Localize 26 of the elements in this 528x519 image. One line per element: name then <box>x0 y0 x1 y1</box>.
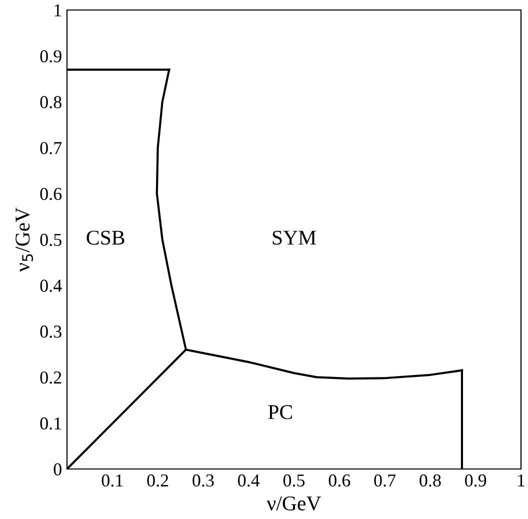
x-tick-label: 0.3 <box>192 474 214 487</box>
y-tick-label: 0.3 <box>40 326 62 338</box>
y-tick-label: 1 <box>54 4 62 16</box>
x-tick-label: 0.6 <box>328 474 350 487</box>
y-tick-label: 0.9 <box>40 50 62 62</box>
x-tick-label: 0.1 <box>102 474 123 487</box>
x-axis-title: ν/GeV <box>266 496 322 511</box>
annotation: PC <box>268 405 292 420</box>
x-tick-label: 0.5 <box>283 474 305 487</box>
y-axis-title: ν$_{5}$/GeV <box>16 208 34 272</box>
x-tick-label: 0.2 <box>147 474 168 487</box>
y-tick-label: 0.1 <box>40 417 62 430</box>
y-tick-label: 0.8 <box>40 96 62 108</box>
y-tick-label: 0.7 <box>40 142 62 154</box>
annotation: SYM <box>272 230 316 245</box>
x-tick-label: 0.8 <box>420 474 441 487</box>
y-tick-label: 0.6 <box>40 188 62 200</box>
y-tick-label: 0.5 <box>40 234 62 246</box>
x-tick-label: 1 <box>518 474 524 486</box>
annotation: CSB <box>86 230 124 245</box>
x-tick-label: 0.7 <box>374 474 396 487</box>
y-tick-label: 0 <box>54 463 62 476</box>
y-tick-label: 0.4 <box>40 280 62 292</box>
y-tick-label: 0.2 <box>40 371 62 384</box>
x-tick-label: 0.4 <box>238 474 260 487</box>
x-tick-label: 0.9 <box>465 474 486 487</box>
